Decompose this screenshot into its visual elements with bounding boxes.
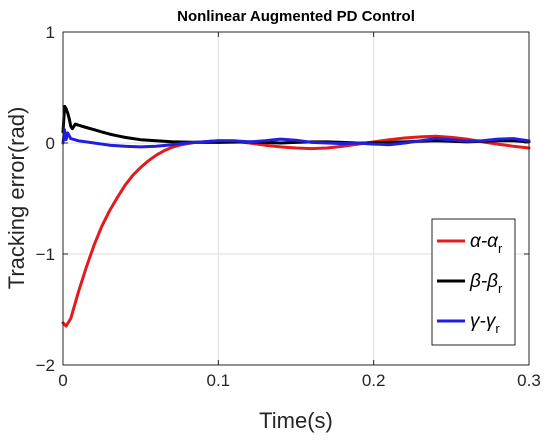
- x-axis-label: Time(s): [259, 408, 333, 433]
- legend: α-αr β-βr γ-γr: [431, 218, 516, 346]
- plot-frame: [62, 31, 530, 366]
- chart-title: Nonlinear Augmented PD Control: [177, 8, 415, 25]
- series-line-gamma: [61, 128, 531, 149]
- y-tick-label: −1: [36, 245, 55, 264]
- y-tick-label: 0: [46, 134, 55, 153]
- x-tick-label: 0.2: [362, 371, 386, 390]
- x-tick-label: 0.1: [207, 371, 231, 390]
- x-tick-label: 0: [58, 371, 67, 390]
- axis-ticks: 0 0.1 0.2 0.3 −2 −1 0 1: [36, 23, 541, 390]
- x-tick-label: 0.3: [517, 371, 541, 390]
- series-layer: [61, 104, 531, 328]
- legend-label: α-αr: [470, 231, 503, 256]
- legend-label: γ-γr: [470, 311, 500, 336]
- y-tick-label: −2: [36, 356, 55, 375]
- legend-label: β-βr: [469, 271, 503, 296]
- y-axis-label: Tracking error(rad): [4, 107, 29, 290]
- y-tick-label: 1: [46, 23, 55, 42]
